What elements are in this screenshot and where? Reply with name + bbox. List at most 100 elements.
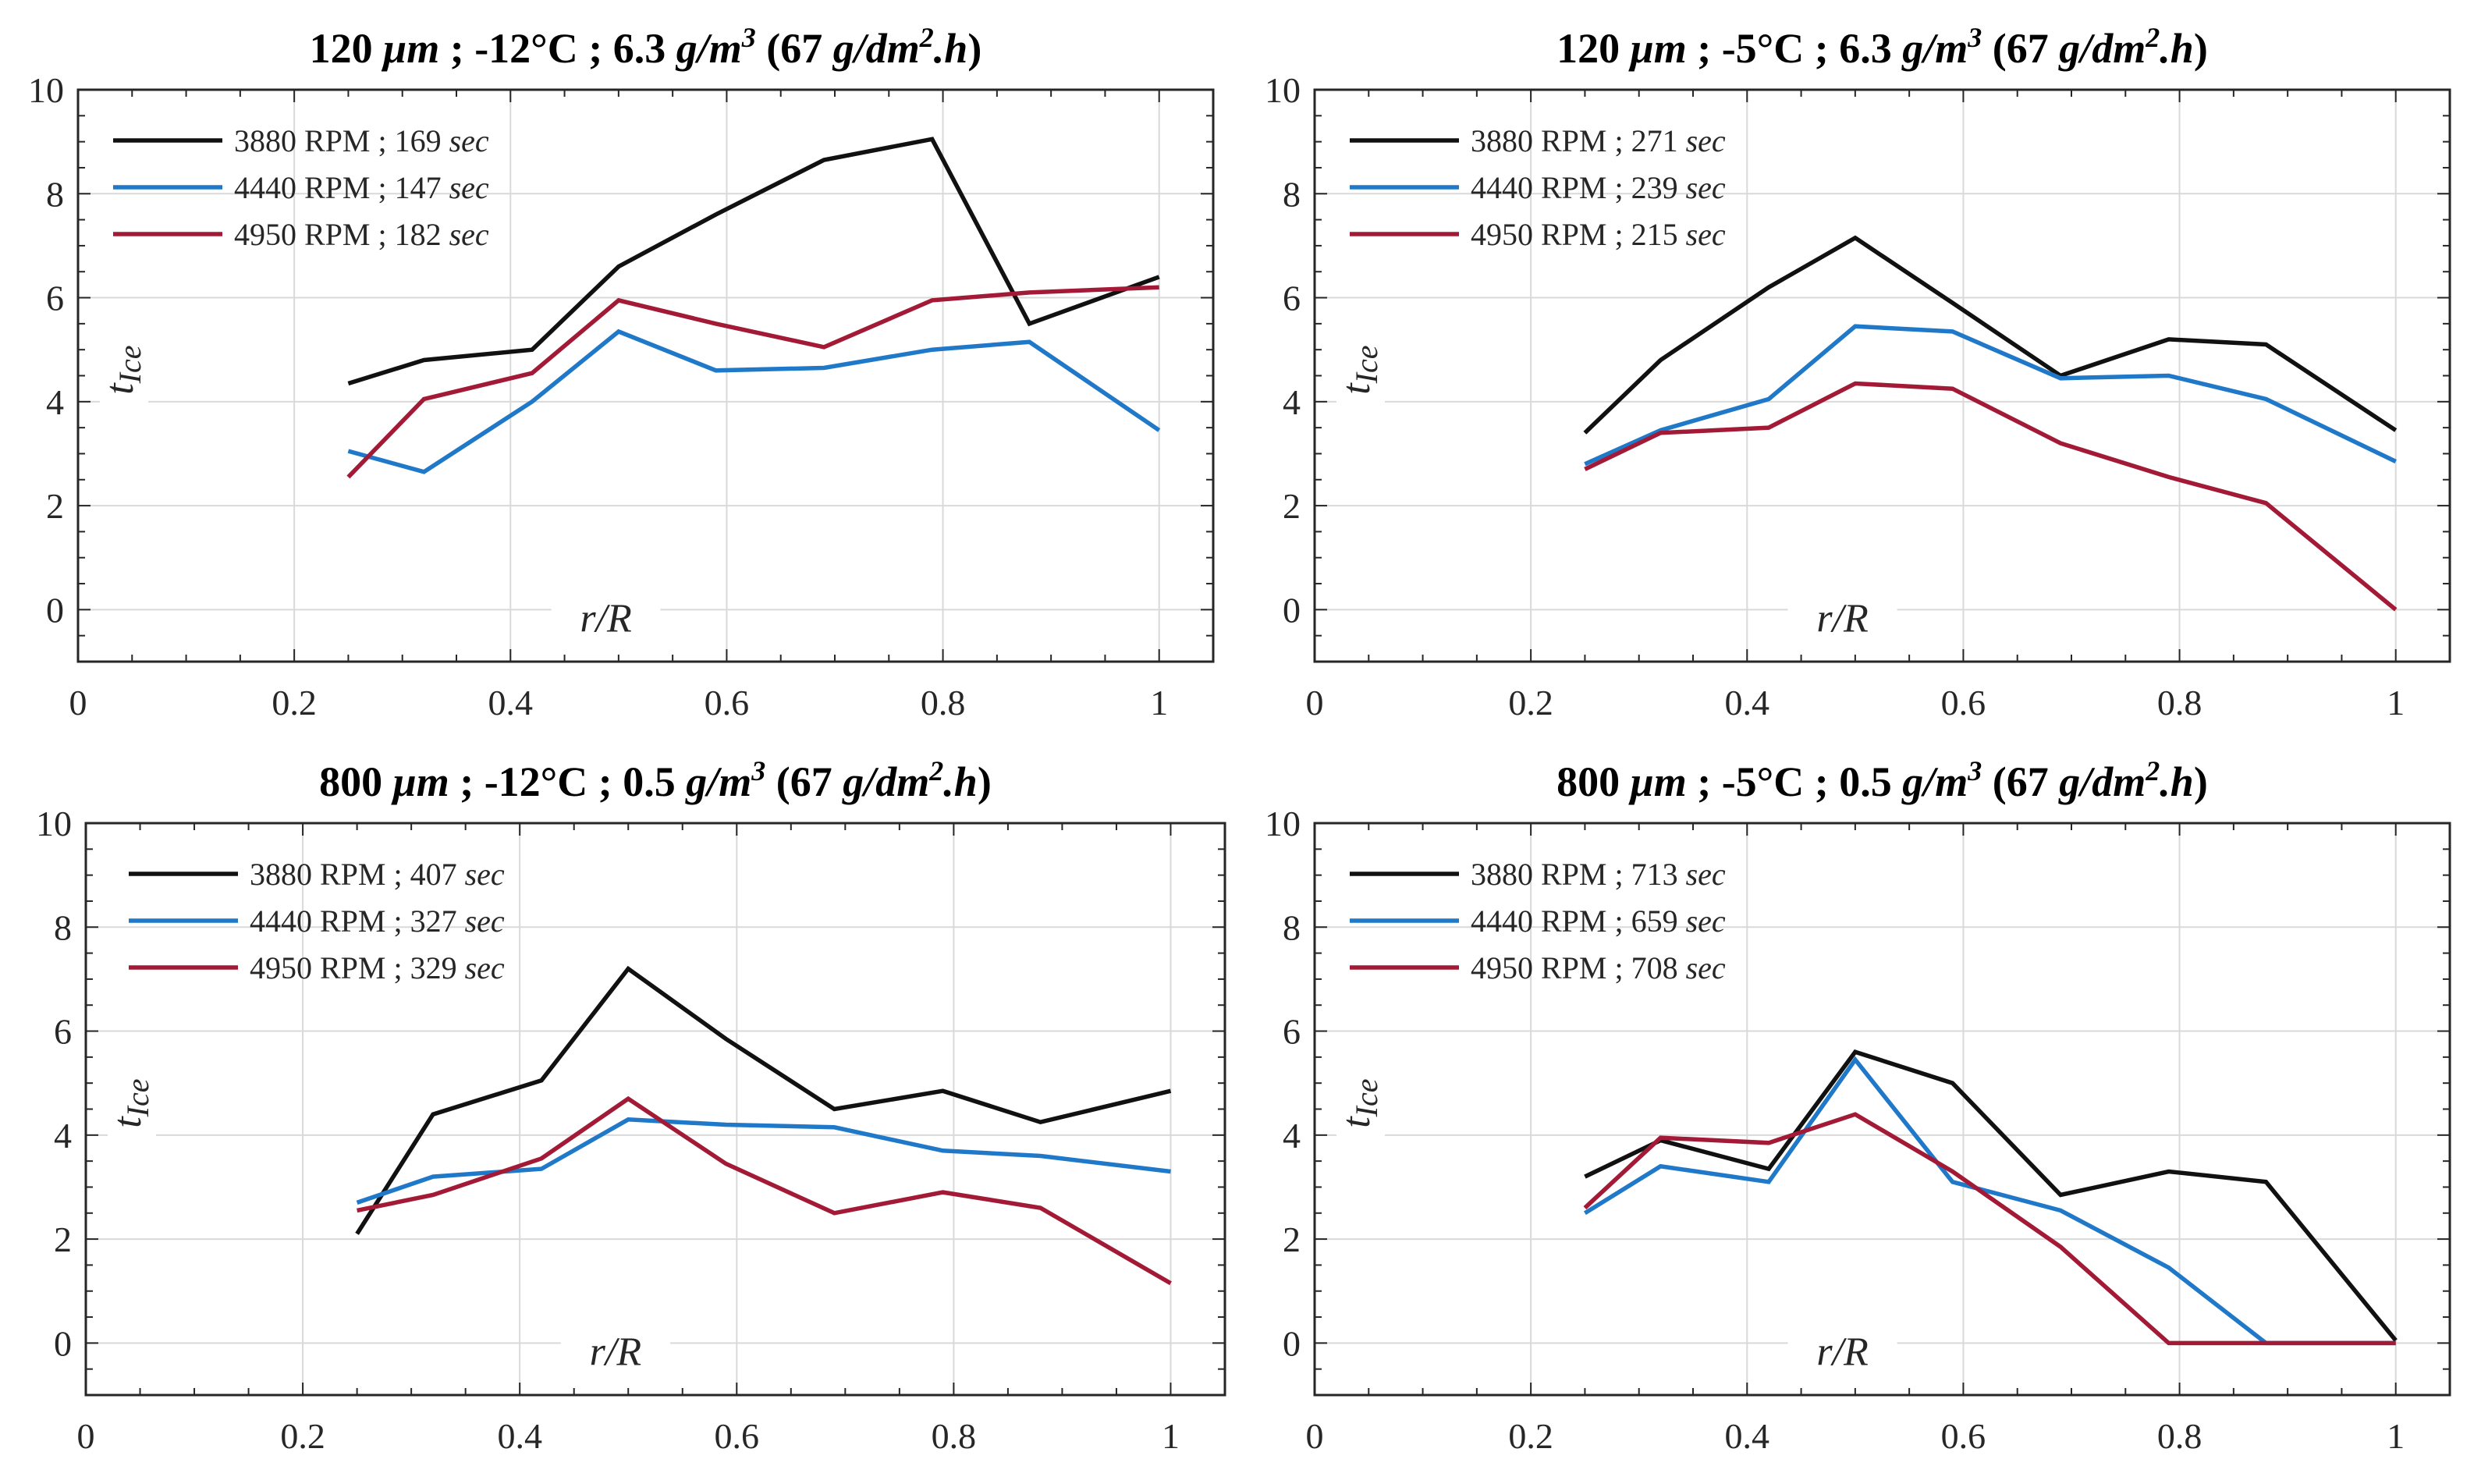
x-tick-label: 0 [1306,683,1324,722]
x-axis-label: r/R [580,596,631,641]
y-tick-label: 6 [46,279,64,318]
y-tick-label: 2 [1283,1220,1301,1259]
axes-box [1313,822,2451,1397]
x-tick-label: 0.4 [1725,1416,1770,1456]
series-line-black [1584,1049,2398,1342]
x-tick-label: 0 [1306,1416,1324,1456]
y-tick-label: 6 [1283,279,1301,318]
y-tick-label: 8 [1283,174,1301,214]
y-tick-label: 10 [28,70,64,110]
x-tick-label: 0 [77,1416,95,1456]
y-tick-label: 6 [1283,1012,1301,1052]
y-tick-label: 8 [54,907,72,947]
series-line-blue [347,328,1161,474]
x-tick-label: 0.8 [2157,683,2202,722]
x-axis-label: r/R [590,1330,641,1374]
y-tick-label: 4 [54,1116,72,1156]
series-line-blue [1584,324,2397,467]
y-tick-label: 8 [46,174,64,214]
x-tick-label: 0.6 [1941,1416,1986,1456]
y-tick-label: 4 [1283,382,1301,422]
x-tick-label: 1 [2387,683,2405,722]
y-tick-label: 2 [46,486,64,526]
x-tick-label: 0.2 [272,683,317,722]
x-tick-label: 0 [69,683,87,722]
y-axis-label: tIce [105,1079,155,1128]
x-tick-label: 0.2 [1508,683,1553,722]
x-tick-label: 0.2 [280,1416,325,1456]
legend-entry: 4950 RPM ; 708 sec [1471,950,1726,985]
y-tick-label: 10 [1265,70,1301,110]
y-tick-label: 0 [1283,590,1301,630]
x-axis-label: r/R [1816,596,1868,641]
y-tick-label: 8 [1283,907,1301,947]
axes-box [1313,88,2451,663]
legend-entry: 4950 RPM ; 329 sec [250,950,505,985]
y-tick-label: 2 [54,1220,72,1259]
x-tick-label: 0.8 [932,1416,977,1456]
y-axis-label: tIce [1334,346,1384,395]
x-tick-label: 0.2 [1508,1416,1553,1456]
legend-entry: 4950 RPM ; 215 sec [1471,217,1726,252]
x-tick-label: 1 [1150,683,1168,722]
legend-entry: 3880 RPM ; 713 sec [1471,857,1726,892]
x-label-bg [1787,589,1897,638]
y-axis-label: tIce [98,346,147,395]
x-tick-label: 0.6 [715,1416,760,1456]
y-tick-label: 6 [54,1012,72,1052]
legend-entry: 3880 RPM ; 407 sec [250,857,505,892]
chart-title: 800 μm ; -12°C ; 0.5 g/m3 (67 g/dm2.h) [319,755,992,805]
chart-title: 800 μm ; -5°C ; 0.5 g/m3 (67 g/dm2.h) [1556,755,2208,805]
x-label-bg [1787,1322,1897,1372]
x-tick-label: 1 [1162,1416,1180,1456]
legend-entry: 4440 RPM ; 659 sec [1471,904,1726,939]
x-tick-label: 1 [2387,1416,2405,1456]
series-line-red [1584,381,2398,612]
y-axis-label: tIce [1334,1079,1384,1128]
y-tick-label: 10 [1265,804,1301,843]
x-label-bg [551,589,661,638]
x-tick-label: 0.8 [921,683,966,722]
y-tick-label: 2 [1283,486,1301,526]
chart-title: 120 μm ; -12°C ; 6.3 g/m3 (67 g/dm2.h) [310,22,982,72]
x-tick-label: 0.4 [488,683,534,722]
y-tick-label: 4 [1283,1116,1301,1156]
y-tick-label: 4 [46,382,64,422]
y-label-bg [1336,315,1385,425]
x-tick-label: 0.8 [2157,1416,2202,1456]
x-tick-label: 0.6 [1941,683,1986,722]
y-tick-label: 0 [54,1323,72,1363]
x-tick-label: 0.6 [705,683,750,722]
series-line-red [1583,1112,2396,1346]
series-line-red [346,285,1159,479]
series-line-blue [356,1117,1171,1205]
series-line-black [1583,235,2398,435]
x-label-bg [560,1322,670,1372]
y-tick-label: 0 [1283,1323,1301,1363]
series-line-red [357,1095,1172,1286]
legend-entry: 4950 RPM ; 182 sec [234,217,489,252]
x-tick-label: 0.4 [497,1416,542,1456]
legend-entry: 3880 RPM ; 169 sec [234,123,489,158]
legend-entry: 3880 RPM ; 271 sec [1471,123,1726,158]
axes-box [76,88,1215,663]
series-line-black [355,965,1172,1235]
x-tick-label: 0.4 [1725,683,1770,722]
y-label-bg [108,1049,156,1159]
y-tick-label: 0 [46,590,64,630]
legend-entry: 4440 RPM ; 327 sec [250,904,505,939]
y-label-bg [1336,1049,1385,1159]
y-label-bg [100,315,148,425]
axes-box [84,822,1226,1397]
x-axis-label: r/R [1816,1330,1868,1374]
legend-entry: 4440 RPM ; 147 sec [234,170,489,205]
series-line-black [347,137,1160,386]
series-line-blue [1583,1056,2396,1346]
chart-title: 120 μm ; -5°C ; 6.3 g/m3 (67 g/dm2.h) [1556,22,2208,72]
y-tick-label: 10 [36,804,72,843]
